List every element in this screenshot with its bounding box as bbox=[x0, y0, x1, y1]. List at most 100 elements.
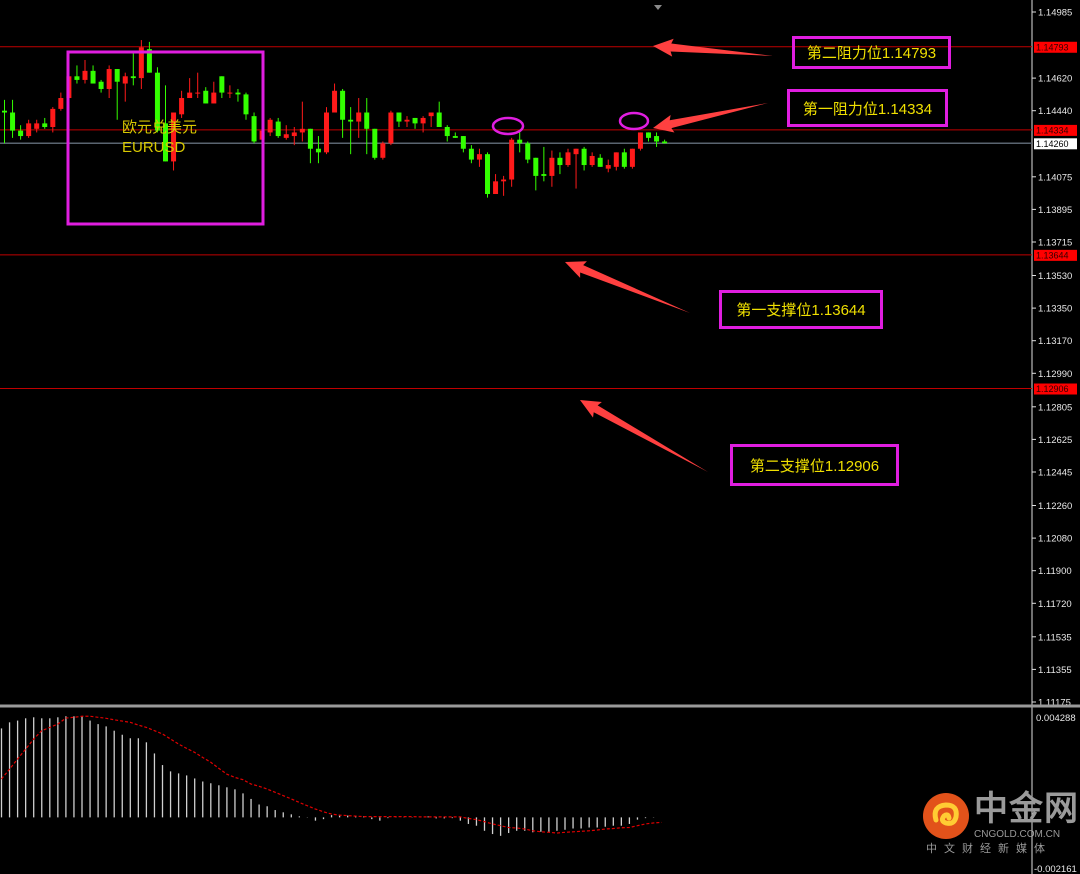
candle bbox=[154, 67, 160, 133]
level-price-tag bbox=[1034, 383, 1077, 395]
candle-body bbox=[621, 152, 627, 167]
candle-body bbox=[299, 128, 305, 133]
candle-body bbox=[243, 94, 249, 115]
candle bbox=[243, 92, 249, 120]
note-resistance-1: 第一阻力位1.14334 bbox=[787, 89, 948, 127]
axis-tick-label: 1.14985 bbox=[1038, 8, 1072, 19]
candle bbox=[10, 99, 16, 138]
candle bbox=[476, 148, 482, 167]
candle-body bbox=[340, 90, 346, 120]
candle bbox=[613, 152, 619, 171]
watermark-logo: 中金网 CNGOLD.COM.CN 中文财经新媒体 bbox=[922, 790, 1078, 858]
candle bbox=[372, 128, 378, 160]
candle bbox=[525, 141, 531, 164]
candle bbox=[122, 72, 128, 102]
candle-body bbox=[549, 157, 555, 176]
arrow-left-icon bbox=[653, 103, 768, 133]
candle bbox=[50, 107, 56, 133]
level-price-label: 1.12906 bbox=[1036, 384, 1069, 394]
candle-body bbox=[420, 117, 426, 124]
candle bbox=[34, 119, 40, 133]
candle-body bbox=[98, 81, 104, 89]
level-price-label: 1.14334 bbox=[1036, 125, 1069, 135]
candle bbox=[549, 150, 555, 187]
candle-body bbox=[42, 123, 48, 127]
candle-body bbox=[589, 155, 595, 166]
candle bbox=[541, 146, 547, 182]
candle-body bbox=[662, 141, 668, 144]
candle-body bbox=[476, 154, 482, 160]
candle bbox=[138, 40, 144, 89]
candle-body bbox=[597, 157, 603, 167]
candle-body bbox=[485, 154, 490, 195]
chart-shift-marker-icon bbox=[654, 5, 662, 10]
candle bbox=[211, 81, 217, 104]
candle bbox=[251, 112, 257, 144]
candle bbox=[267, 117, 273, 137]
axis-tick-label: 1.14075 bbox=[1038, 172, 1072, 183]
indicator-axis-top-label: 0.004288 bbox=[1036, 713, 1076, 724]
candle-body bbox=[163, 123, 168, 162]
candle-body bbox=[171, 112, 177, 162]
candle bbox=[114, 69, 120, 120]
candle-body bbox=[130, 76, 136, 79]
candle-body bbox=[646, 132, 651, 138]
highlight-ellipse bbox=[491, 116, 525, 136]
axis-tick-label: 1.13895 bbox=[1038, 205, 1072, 216]
candle bbox=[605, 159, 611, 173]
candle bbox=[58, 92, 64, 111]
current-price-label: 1.14260 bbox=[1036, 139, 1069, 149]
candle-body bbox=[613, 152, 619, 167]
highlight-box bbox=[66, 50, 265, 226]
candle bbox=[581, 146, 587, 171]
candle-body bbox=[581, 148, 587, 166]
candle-body bbox=[460, 136, 466, 149]
candle bbox=[315, 136, 321, 164]
candle-body bbox=[34, 123, 40, 129]
candle-body bbox=[203, 90, 209, 104]
candle bbox=[18, 125, 24, 140]
current-price-tag bbox=[1034, 138, 1077, 150]
candle bbox=[412, 117, 418, 129]
candle-body bbox=[324, 112, 329, 153]
candle bbox=[74, 65, 80, 84]
candle bbox=[171, 112, 177, 171]
candle-body bbox=[565, 152, 571, 166]
candle-body bbox=[251, 116, 257, 142]
axis-tick-label: 1.12990 bbox=[1038, 369, 1072, 380]
highlight-ellipse bbox=[618, 111, 650, 131]
symbol-cn: 欧元兑美元 bbox=[122, 119, 198, 136]
axis-tick-label: 1.13715 bbox=[1038, 238, 1072, 249]
candle bbox=[163, 85, 168, 162]
candle-body bbox=[654, 136, 660, 142]
candle bbox=[356, 98, 362, 138]
axis-tick-label: 1.14620 bbox=[1038, 74, 1072, 85]
candle bbox=[396, 112, 402, 127]
candle-body bbox=[525, 143, 531, 160]
watermark-name: 中金网 bbox=[974, 789, 1079, 829]
candle bbox=[517, 130, 523, 153]
note-text: 第一阻力位1.14334 bbox=[802, 100, 933, 118]
candle-body bbox=[187, 92, 193, 99]
candle bbox=[573, 148, 579, 189]
candle-body bbox=[291, 132, 297, 137]
candle bbox=[283, 125, 289, 140]
candle bbox=[364, 98, 370, 155]
candle-body bbox=[436, 112, 442, 127]
candle bbox=[106, 65, 112, 99]
candle-body bbox=[154, 72, 160, 131]
candle-body bbox=[509, 139, 515, 180]
candle bbox=[130, 52, 136, 86]
candle-body bbox=[179, 98, 185, 115]
candle bbox=[646, 132, 651, 142]
candle bbox=[146, 41, 152, 73]
candle bbox=[380, 141, 386, 160]
candle-body bbox=[195, 92, 201, 94]
candle bbox=[420, 116, 426, 133]
candle bbox=[621, 148, 627, 169]
candle-body bbox=[74, 76, 80, 80]
candle-body bbox=[629, 148, 635, 167]
candle bbox=[629, 148, 635, 169]
axis-tick-label: 1.14440 bbox=[1038, 106, 1072, 117]
